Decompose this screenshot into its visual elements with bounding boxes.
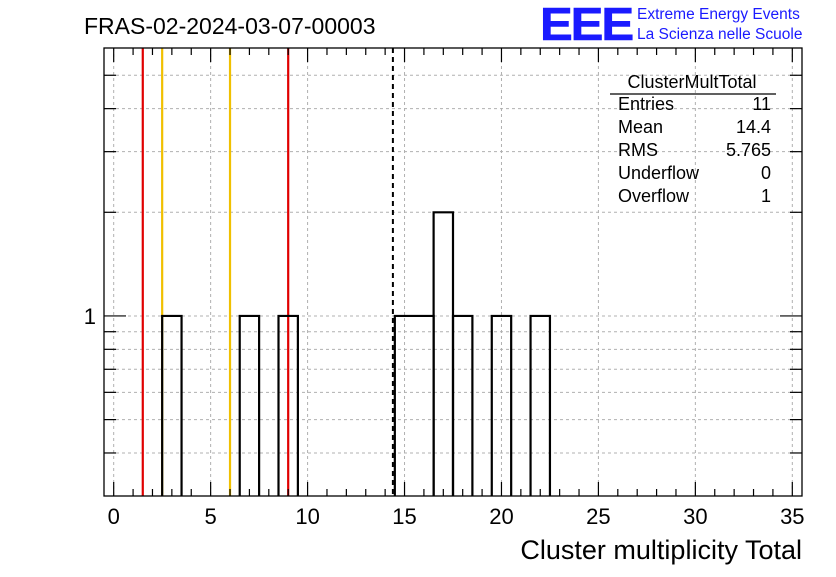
x-tick-label: 20 [489,504,513,529]
stats-label: Entries [618,94,674,114]
x-tick-label: 0 [108,504,120,529]
stats-value: 14.4 [736,117,771,137]
histogram-bin [451,314,474,496]
y-tick-label: 1 [84,304,96,329]
run-title: FRAS-02-2024-03-07-00003 [84,13,376,39]
stats-title: ClusterMultTotal [627,72,756,92]
x-tick-label: 10 [295,504,319,529]
stats-value: 5.765 [726,140,771,160]
histogram-bars [161,211,552,496]
x-tick-label: 5 [205,504,217,529]
stats-rows: Entries 11 Mean 14.4 RMS 5.765 Underflow 0 Overf… [618,94,771,206]
histogram-bin [161,314,183,496]
x-tick-label: 35 [780,504,804,529]
stats-box: ClusterMultTotal Entries 11 Mean 14.4 RMS 5.7… [610,72,776,206]
stats-label: Underflow [618,163,700,183]
stats-label: RMS [618,140,658,160]
stats-value: 11 [752,94,771,114]
org-name-line2: La Scienza nelle Scuole [637,26,802,43]
stats-value: 0 [761,163,771,183]
histogram-bin [238,314,261,496]
plot-frame [103,47,803,497]
histogram-bin [277,314,299,496]
x-tick-label: 25 [586,504,610,529]
x-axis-title: Cluster multiplicity Total [520,535,802,565]
tick-labels: 0 5 10 15 20 25 30 35 1 [84,304,805,529]
x-tick-label: 15 [392,504,416,529]
histogram-bin [490,314,513,496]
stats-label: Mean [618,117,663,137]
x-tick-label: 30 [683,504,707,529]
stats-label: Overflow [618,186,690,206]
eee-logo: EEE [540,0,632,50]
histogram-bin [529,314,552,496]
axis-ticks [104,48,802,496]
stats-value: 1 [761,186,771,206]
org-name-line1: Extreme Energy Events [637,6,800,23]
